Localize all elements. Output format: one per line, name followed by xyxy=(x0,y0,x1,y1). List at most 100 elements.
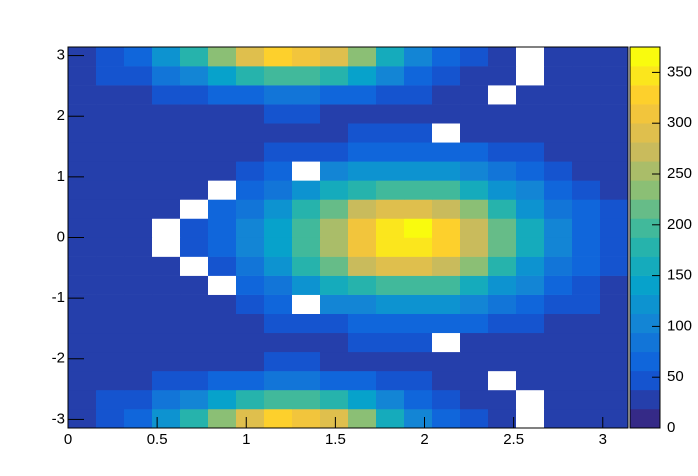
heatmap-cell xyxy=(544,142,573,162)
heatmap-cell xyxy=(488,275,517,295)
heatmap-cell xyxy=(264,142,293,162)
heatmap-cell xyxy=(152,237,181,257)
heatmap-cell xyxy=(516,47,545,67)
heatmap-cell xyxy=(488,123,517,143)
heatmap-cell xyxy=(376,370,405,391)
heatmap-cell xyxy=(432,275,461,295)
heatmap-cell xyxy=(572,66,601,86)
heatmap-cell xyxy=(180,237,209,257)
heatmap-cell xyxy=(600,237,629,257)
heatmap-cell xyxy=(124,218,153,238)
heatmap-cell xyxy=(600,351,629,372)
heatmap-cell xyxy=(68,408,97,429)
heatmap-cell xyxy=(180,161,209,181)
heatmap-cell xyxy=(600,180,629,200)
color-scale-step xyxy=(630,85,660,105)
heatmap-cell xyxy=(96,47,125,67)
heatmap-cell xyxy=(488,408,517,429)
heatmap-cell xyxy=(348,123,377,143)
heatmap-cell xyxy=(376,408,405,429)
heatmap-cell xyxy=(432,104,461,124)
heatmap-cell xyxy=(460,47,489,67)
heatmap-cell xyxy=(320,180,349,200)
heatmap-cell xyxy=(516,389,545,410)
heatmap-cell xyxy=(376,237,405,257)
heatmap-cell xyxy=(320,370,349,391)
heatmap-cell xyxy=(96,313,125,334)
heatmap-cell xyxy=(264,161,293,181)
heatmap-cell xyxy=(264,104,293,124)
heatmap-cell xyxy=(432,370,461,391)
heatmap-cell xyxy=(208,313,237,334)
color-scale-step xyxy=(630,66,660,86)
heatmap-cell xyxy=(404,123,433,143)
heatmap-cell xyxy=(264,47,293,67)
heatmap-cell xyxy=(236,123,265,143)
heatmap-cell xyxy=(516,294,545,314)
heatmap-cell xyxy=(264,313,293,334)
heatmap-cell xyxy=(544,389,573,410)
heatmap-cell xyxy=(376,85,405,105)
heatmap-cell xyxy=(320,47,349,67)
heatmap-cell xyxy=(516,161,545,181)
heatmap-cell xyxy=(432,142,461,162)
heatmap-cell xyxy=(320,332,349,353)
heatmap-cell xyxy=(208,85,237,105)
heatmap-cell xyxy=(488,161,517,181)
heatmap-cell xyxy=(460,294,489,314)
heatmap-cell xyxy=(404,47,433,67)
heatmap-cell xyxy=(292,85,321,105)
heatmap-cell xyxy=(180,275,209,295)
heatmap-cell xyxy=(320,199,349,219)
heatmap-cell xyxy=(208,161,237,181)
heatmap-cell xyxy=(68,218,97,238)
heatmap-cell xyxy=(460,256,489,276)
heatmap-cell xyxy=(152,275,181,295)
heatmap-cell xyxy=(292,123,321,143)
heatmap-cell xyxy=(208,180,237,200)
heatmap-cell xyxy=(96,161,125,181)
heatmap-cell xyxy=(68,237,97,257)
heatmap-cell xyxy=(572,294,601,314)
heatmap-cell xyxy=(600,123,629,143)
color-scale-step xyxy=(630,256,660,276)
heatmap-cell xyxy=(460,142,489,162)
heatmap-cell xyxy=(292,313,321,334)
color-scale-label: 100 xyxy=(667,317,692,334)
heatmap-cell xyxy=(236,351,265,372)
color-scale-step xyxy=(630,275,660,295)
heatmap-cell xyxy=(516,142,545,162)
heatmap-cell xyxy=(264,199,293,219)
heatmap-cell xyxy=(96,351,125,372)
heatmap-cell xyxy=(488,351,517,372)
heatmap-cell xyxy=(152,256,181,276)
heatmap-cell xyxy=(180,351,209,372)
heatmap-cell xyxy=(320,351,349,372)
heatmap-cell xyxy=(544,199,573,219)
heatmap-cell xyxy=(544,237,573,257)
heatmap-cell xyxy=(96,294,125,314)
heatmap-cell xyxy=(404,370,433,391)
heatmap-cell xyxy=(180,332,209,353)
heatmap-cell xyxy=(348,389,377,410)
heatmap-cell xyxy=(376,313,405,334)
heatmap-cell xyxy=(544,123,573,143)
heatmap-cell xyxy=(264,66,293,86)
heatmap-cell xyxy=(572,332,601,353)
heatmap-cell xyxy=(572,199,601,219)
heatmap-cell xyxy=(572,85,601,105)
heatmap-cell xyxy=(376,275,405,295)
heatmap-cell xyxy=(124,332,153,353)
heatmap-cell xyxy=(208,199,237,219)
heatmap-cell xyxy=(208,389,237,410)
heatmap-cell xyxy=(600,332,629,353)
heatmap-cell xyxy=(208,142,237,162)
heatmap-cell xyxy=(488,218,517,238)
heatmap-cell xyxy=(404,408,433,429)
heatmap-cell xyxy=(348,47,377,67)
heatmap-cell xyxy=(292,389,321,410)
heatmap-cell xyxy=(488,294,517,314)
heatmap-cell xyxy=(124,180,153,200)
heatmap-cell xyxy=(292,66,321,86)
heatmap-cell xyxy=(572,351,601,372)
